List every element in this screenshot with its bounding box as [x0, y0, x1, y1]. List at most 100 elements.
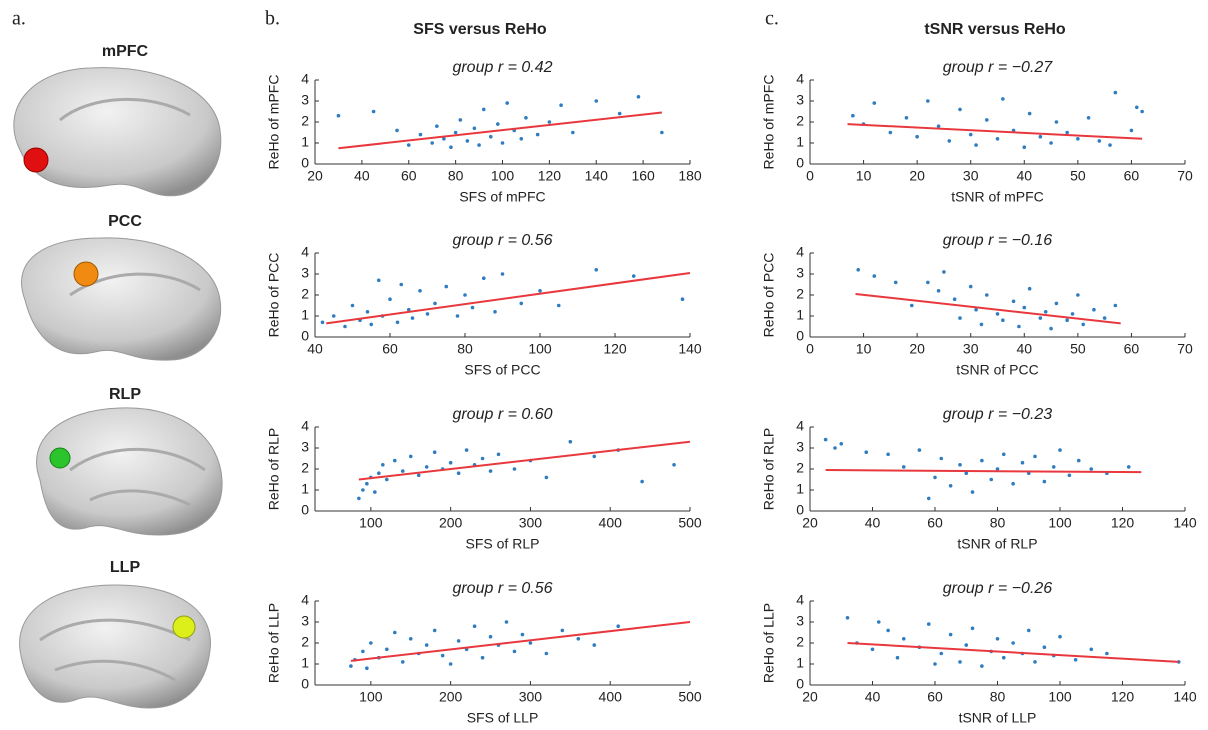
point: [952, 297, 957, 302]
point: [1102, 316, 1107, 320]
x-tick-label: 200: [439, 689, 463, 705]
point: [631, 274, 636, 278]
point: [568, 439, 573, 444]
y-tick-label: 1: [301, 307, 309, 323]
x-tick-label: 60: [927, 515, 943, 531]
point: [1051, 465, 1056, 469]
point: [984, 118, 989, 122]
fit-line: [338, 111, 662, 150]
point: [385, 647, 389, 652]
point: [1026, 628, 1031, 633]
point: [424, 643, 429, 647]
point: [376, 278, 381, 283]
point: [519, 301, 524, 306]
y-tick-label: 4: [301, 418, 309, 434]
y-tick-label: 3: [796, 439, 804, 455]
point: [926, 496, 931, 501]
point: [472, 624, 477, 628]
point: [1043, 310, 1048, 314]
point: [496, 452, 501, 457]
chart-title: group r = 0.42: [452, 59, 552, 76]
x-tick-label: 10: [856, 341, 872, 357]
point: [1065, 318, 1069, 323]
x-tick-label: 120: [538, 168, 562, 184]
x-tick-label: 40: [354, 168, 370, 184]
point: [418, 289, 422, 293]
point: [970, 490, 975, 494]
point: [559, 103, 563, 107]
y-tick-label: 3: [301, 613, 309, 629]
point: [1033, 660, 1037, 664]
x-tick-label: 140: [585, 168, 609, 184]
point: [1042, 479, 1047, 484]
point: [1065, 130, 1069, 135]
point: [1011, 641, 1015, 645]
point: [1067, 473, 1072, 478]
point: [560, 628, 565, 633]
y-tick-label: 0: [301, 155, 309, 171]
y-axis-label: ReHo of LLP: [266, 603, 282, 683]
point: [1054, 301, 1059, 306]
point: [1027, 286, 1032, 291]
fit-line: [825, 469, 1142, 474]
y-tick-label: 3: [796, 265, 804, 281]
point: [947, 139, 952, 143]
y-tick-label: 4: [301, 592, 309, 608]
point: [872, 101, 877, 105]
x-tick-label: 100: [1048, 515, 1072, 531]
point: [433, 301, 437, 306]
y-tick-label: 2: [301, 113, 309, 129]
x-axis-label: tSNR of LLP: [959, 710, 1037, 726]
y-tick-label: 0: [796, 502, 804, 518]
point: [1076, 458, 1081, 463]
point: [845, 616, 850, 620]
point: [535, 132, 540, 137]
point: [915, 134, 919, 139]
point: [995, 467, 1000, 471]
x-tick-label: 70: [1177, 168, 1193, 184]
y-tick-label: 1: [796, 134, 804, 150]
x-axis-label: SFS of PCC: [464, 362, 540, 378]
point: [1076, 137, 1080, 141]
x-tick-label: 80: [990, 515, 1006, 531]
x-tick-label: 10: [856, 168, 872, 184]
point: [418, 132, 423, 137]
y-tick-label: 2: [301, 286, 309, 302]
x-tick-label: 80: [448, 168, 464, 184]
point: [594, 268, 599, 272]
point: [1022, 305, 1027, 310]
y-axis-label: ReHo of RLP: [761, 428, 777, 510]
point: [886, 628, 890, 633]
x-tick-label: 0: [806, 341, 814, 357]
x-tick-label: 30: [963, 168, 979, 184]
x-tick-label: 60: [927, 689, 943, 705]
point: [505, 101, 509, 105]
x-tick-label: 70: [1177, 341, 1193, 357]
x-tick-label: 180: [678, 168, 702, 184]
point: [1126, 465, 1131, 469]
point: [901, 465, 906, 469]
x-tick-label: 140: [678, 341, 702, 357]
point: [1134, 105, 1139, 110]
point: [453, 130, 458, 135]
point: [547, 120, 552, 124]
x-tick-label: 300: [519, 515, 543, 531]
point: [939, 651, 944, 656]
point: [640, 479, 644, 484]
y-axis-label: ReHo of mPFC: [266, 75, 282, 170]
fit-line: [847, 123, 1143, 140]
region-label: RLP: [109, 386, 141, 403]
point: [458, 118, 463, 122]
x-tick-label: 50: [1070, 168, 1086, 184]
x-tick-label: 100: [359, 515, 383, 531]
point: [1049, 141, 1053, 145]
point: [1017, 324, 1021, 329]
y-tick-label: 2: [796, 113, 804, 129]
point: [1038, 134, 1043, 139]
fit-line: [358, 440, 691, 481]
chart-title: group r = −0.16: [943, 232, 1053, 249]
point: [504, 620, 509, 624]
x-tick-label: 100: [491, 168, 515, 184]
point: [544, 651, 549, 656]
